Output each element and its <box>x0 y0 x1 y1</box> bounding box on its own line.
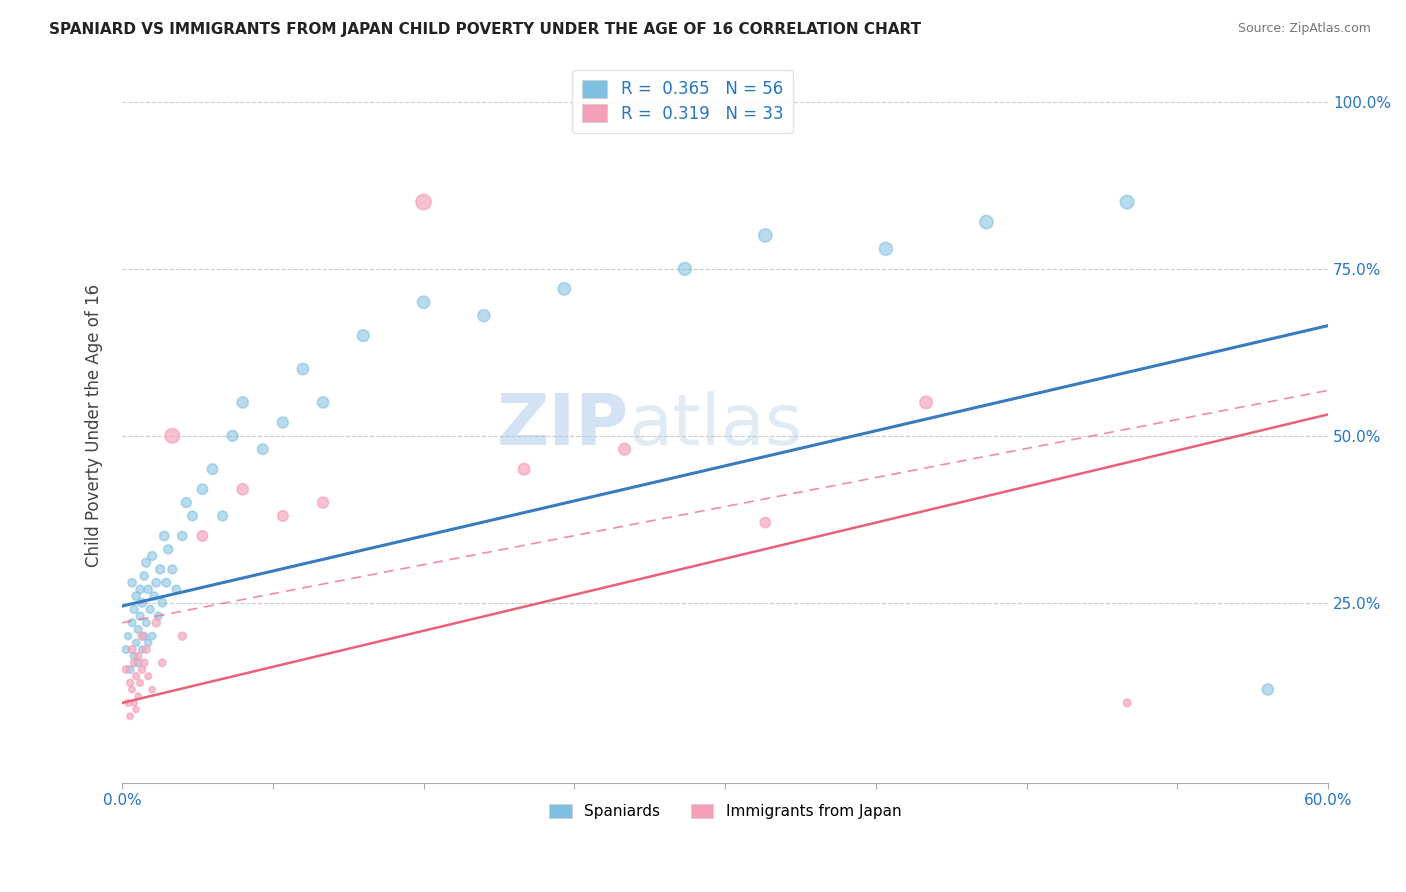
Text: Source: ZipAtlas.com: Source: ZipAtlas.com <box>1237 22 1371 36</box>
Point <box>121 575 143 590</box>
Point <box>115 663 138 677</box>
Point <box>412 195 434 210</box>
Point <box>141 629 163 643</box>
Point <box>149 562 172 576</box>
Point <box>172 629 194 643</box>
Point <box>117 629 139 643</box>
Point <box>472 309 495 323</box>
Point <box>135 615 157 630</box>
Point <box>176 495 198 509</box>
Y-axis label: Child Poverty Under the Age of 16: Child Poverty Under the Age of 16 <box>86 285 103 567</box>
Point <box>754 228 776 243</box>
Text: atlas: atlas <box>628 392 803 460</box>
Point <box>172 529 194 543</box>
Point <box>120 676 142 690</box>
Point <box>162 429 184 443</box>
Point <box>201 462 224 476</box>
Point <box>1116 696 1139 710</box>
Point <box>121 615 143 630</box>
Point <box>122 656 145 670</box>
Point <box>221 429 243 443</box>
Point <box>143 589 166 603</box>
Point <box>127 690 149 704</box>
Point <box>271 508 294 523</box>
Point <box>134 629 156 643</box>
Point <box>1116 195 1139 210</box>
Point <box>232 395 254 409</box>
Point <box>412 295 434 310</box>
Point <box>162 562 184 576</box>
Point <box>121 682 143 697</box>
Point <box>125 702 148 716</box>
Point <box>121 642 143 657</box>
Point <box>976 215 998 229</box>
Point <box>125 589 148 603</box>
Point <box>122 696 145 710</box>
Point <box>352 328 374 343</box>
Point <box>673 261 696 276</box>
Legend: Spaniards, Immigrants from Japan: Spaniards, Immigrants from Japan <box>543 797 907 825</box>
Point <box>291 362 314 376</box>
Point <box>211 508 233 523</box>
Point <box>115 642 138 657</box>
Point <box>120 663 142 677</box>
Point <box>131 663 153 677</box>
Point <box>148 609 170 624</box>
Point <box>312 395 335 409</box>
Point <box>191 482 214 496</box>
Point <box>136 669 159 683</box>
Point <box>271 416 294 430</box>
Point <box>191 529 214 543</box>
Point <box>135 556 157 570</box>
Point <box>312 495 335 509</box>
Point <box>232 482 254 496</box>
Text: SPANIARD VS IMMIGRANTS FROM JAPAN CHILD POVERTY UNDER THE AGE OF 16 CORRELATION : SPANIARD VS IMMIGRANTS FROM JAPAN CHILD … <box>49 22 921 37</box>
Point <box>553 282 575 296</box>
Point <box>117 696 139 710</box>
Point <box>129 582 152 597</box>
Point <box>122 602 145 616</box>
Point <box>131 642 153 657</box>
Point <box>131 596 153 610</box>
Point <box>120 709 142 723</box>
Point <box>129 676 152 690</box>
Point <box>125 636 148 650</box>
Point <box>135 642 157 657</box>
Point <box>150 656 173 670</box>
Point <box>129 609 152 624</box>
Point <box>141 682 163 697</box>
Point <box>122 649 145 664</box>
Point <box>150 596 173 610</box>
Point <box>131 629 153 643</box>
Point <box>252 442 274 457</box>
Point <box>754 516 776 530</box>
Point <box>915 395 938 409</box>
Point <box>155 575 177 590</box>
Point <box>165 582 187 597</box>
Point <box>145 615 167 630</box>
Point <box>136 582 159 597</box>
Point <box>153 529 176 543</box>
Point <box>127 623 149 637</box>
Point <box>127 649 149 664</box>
Point <box>1257 682 1279 697</box>
Point <box>145 575 167 590</box>
Point <box>134 569 156 583</box>
Point <box>139 602 162 616</box>
Point <box>134 656 156 670</box>
Point <box>875 242 897 256</box>
Point <box>181 508 204 523</box>
Point <box>613 442 636 457</box>
Point <box>141 549 163 563</box>
Text: ZIP: ZIP <box>496 392 628 460</box>
Point <box>513 462 536 476</box>
Point <box>127 656 149 670</box>
Point <box>136 636 159 650</box>
Point <box>157 542 180 557</box>
Point <box>125 669 148 683</box>
